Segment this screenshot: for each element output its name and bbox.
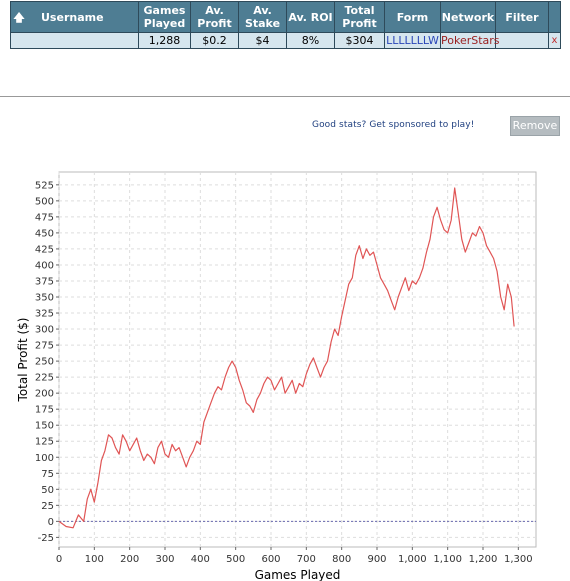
header-remove bbox=[548, 1, 561, 33]
y-tick-label: 150 bbox=[35, 421, 54, 432]
sponsor-link[interactable]: Good stats? Get sponsored to play! bbox=[312, 120, 475, 130]
x-tick-label: 400 bbox=[191, 554, 210, 565]
x-tick-label: 900 bbox=[367, 554, 386, 565]
stats-table: 🡅 Username Games Played Av. Profit Av. St… bbox=[10, 1, 561, 49]
cell-remove: x bbox=[548, 32, 561, 49]
profit-chart: 0 100 200 300 400 500 600 700 800 900 1,000 1,100 1,… bbox=[0, 160, 570, 581]
header-network[interactable]: Network bbox=[440, 1, 496, 33]
x-tick-label: 300 bbox=[155, 554, 174, 565]
x-tick-label: 1,000 bbox=[398, 554, 427, 565]
y-tick-label: 200 bbox=[35, 389, 54, 400]
cell-username bbox=[10, 32, 139, 49]
cell-games-played: 1,288 bbox=[138, 32, 191, 49]
y-axis-label: Total Profit ($) bbox=[16, 318, 30, 403]
x-tick-label: 1,200 bbox=[469, 554, 498, 565]
header-av-profit[interactable]: Av. Profit bbox=[190, 1, 239, 33]
table-header-row: 🡅 Username Games Played Av. Profit Av. St… bbox=[10, 1, 561, 33]
y-tick-label: -25 bbox=[38, 533, 54, 544]
x-tick-label: 700 bbox=[297, 554, 316, 565]
cell-filter bbox=[495, 32, 549, 49]
y-tick-label: 275 bbox=[35, 341, 54, 352]
header-username-label: Username bbox=[41, 10, 104, 24]
form-value: LLLLLLLW bbox=[386, 33, 439, 47]
y-tick-label: 525 bbox=[35, 180, 54, 191]
section-divider bbox=[0, 96, 570, 97]
header-total-profit[interactable]: Total Profit bbox=[334, 1, 385, 33]
plot-area bbox=[58, 171, 537, 548]
x-tick-label: 100 bbox=[85, 554, 104, 565]
x-tick-label: 1,100 bbox=[433, 554, 462, 565]
x-axis-label: Games Played bbox=[255, 568, 341, 581]
header-av-profit-line2: Profit bbox=[197, 17, 232, 30]
header-filter[interactable]: Filter bbox=[495, 1, 549, 33]
table-row: 1,288 $0.2 $4 8% $304 LLLLLLLW PokerStar… bbox=[10, 32, 561, 49]
y-tick-label: 0 bbox=[48, 517, 54, 528]
cell-av-profit: $0.2 bbox=[190, 32, 239, 49]
cell-av-roi: 8% bbox=[286, 32, 335, 49]
y-tick-label: 75 bbox=[41, 469, 54, 480]
x-tick-label: 800 bbox=[332, 554, 351, 565]
x-tick-label: 0 bbox=[56, 554, 62, 565]
y-tick-label: 125 bbox=[35, 437, 54, 448]
y-tick-label: 500 bbox=[35, 196, 54, 207]
header-total-profit-line2: Profit bbox=[342, 17, 377, 30]
x-tick-label: 600 bbox=[261, 554, 280, 565]
profit-chart-svg: 0 100 200 300 400 500 600 700 800 900 1,000 1,100 1,… bbox=[16, 171, 537, 581]
header-av-roi-label: Av. ROI bbox=[288, 10, 333, 24]
y-tick-label: 400 bbox=[35, 260, 54, 271]
header-form[interactable]: Form bbox=[384, 1, 441, 33]
x-tick-label: 200 bbox=[120, 554, 139, 565]
header-av-stake[interactable]: Av. Stake bbox=[238, 1, 287, 33]
y-tick-label: 350 bbox=[35, 293, 54, 304]
header-form-label: Form bbox=[396, 10, 429, 24]
y-tick-label: 475 bbox=[35, 212, 54, 223]
network-value: PokerStars bbox=[441, 33, 500, 47]
sort-up-arrow-icon[interactable]: 🡅 bbox=[13, 10, 25, 24]
y-tick-label: 425 bbox=[35, 244, 54, 255]
y-tick-label: 325 bbox=[35, 309, 54, 320]
header-av-profit-line1: Av. bbox=[205, 4, 224, 17]
y-tick-label: 375 bbox=[35, 276, 54, 287]
remove-row-link[interactable]: x bbox=[551, 35, 558, 46]
y-tick-label: 175 bbox=[35, 405, 54, 416]
y-tick-label: 450 bbox=[35, 228, 54, 239]
header-av-stake-line1: Av. bbox=[253, 4, 272, 17]
header-av-stake-line2: Stake bbox=[244, 17, 281, 30]
cell-total-profit: $304 bbox=[334, 32, 385, 49]
header-av-roi[interactable]: Av. ROI bbox=[286, 1, 335, 33]
y-tick-label: 25 bbox=[41, 501, 54, 512]
y-tick-label: 100 bbox=[35, 453, 54, 464]
y-tick-label: 300 bbox=[35, 325, 54, 336]
x-tick-label: 500 bbox=[226, 554, 245, 565]
header-total-profit-line1: Total bbox=[344, 4, 375, 17]
cell-network: PokerStars bbox=[440, 32, 500, 49]
header-network-label: Network bbox=[441, 10, 495, 24]
x-tick-label: 1,300 bbox=[504, 554, 533, 565]
header-username[interactable]: 🡅 Username bbox=[10, 1, 139, 33]
y-tick-label: 250 bbox=[35, 357, 54, 368]
header-games-played-line2: Played bbox=[143, 17, 186, 30]
header-games-played[interactable]: Games Played bbox=[138, 1, 191, 33]
remove-button[interactable]: Remove bbox=[510, 116, 560, 136]
y-tick-label: 50 bbox=[41, 485, 54, 496]
header-games-played-line1: Games bbox=[143, 4, 186, 17]
header-filter-label: Filter bbox=[505, 10, 539, 24]
cell-av-stake: $4 bbox=[238, 32, 287, 49]
y-tick-label: 225 bbox=[35, 373, 54, 384]
cell-form: LLLLLLLW bbox=[384, 32, 441, 49]
profit-series-line bbox=[58, 187, 515, 529]
